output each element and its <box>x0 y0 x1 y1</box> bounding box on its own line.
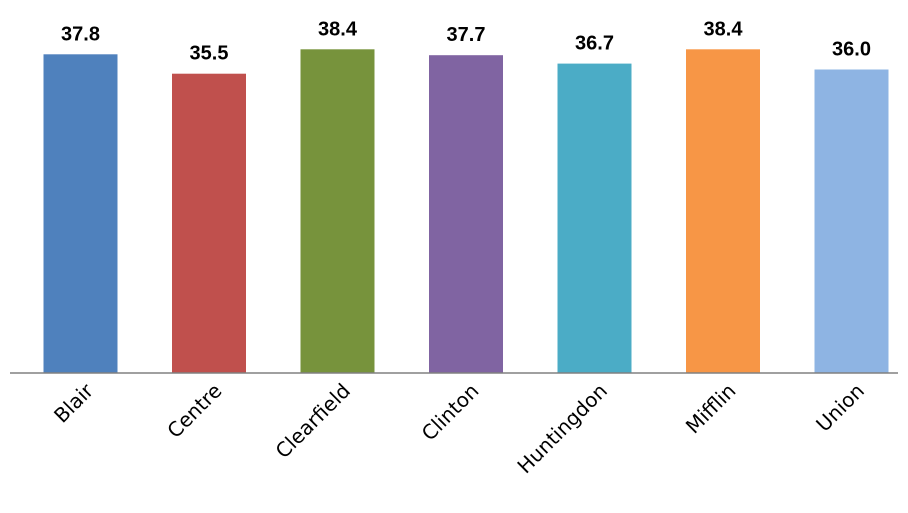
bar-mifflin <box>686 49 760 374</box>
category-label-centre: Centre <box>162 379 226 443</box>
value-label-blair: 37.8 <box>61 23 100 45</box>
value-label-clearfield: 38.4 <box>318 18 358 40</box>
category-label-clinton: Clinton <box>417 379 484 446</box>
bar-blair <box>43 54 118 374</box>
bars-group <box>43 49 889 374</box>
value-label-clinton: 37.7 <box>447 24 486 46</box>
bar-huntingdon <box>557 63 632 373</box>
bar-centre <box>172 73 246 373</box>
value-label-huntingdon: 36.7 <box>575 33 614 55</box>
value-label-union: 36.0 <box>832 39 871 61</box>
bar-clinton <box>429 55 503 373</box>
category-label-blair: Blair <box>49 378 99 428</box>
value-label-centre: 35.5 <box>190 43 229 65</box>
category-labels-group: Blair Centre Clearfield Clinton Huntingdon Mi… <box>49 378 869 478</box>
category-label-huntingdon: Huntingdon <box>512 379 612 479</box>
value-labels-group: 37.8 35.5 38.4 37.7 36.7 38.4 36.0 <box>61 18 871 64</box>
category-label-clearfield: Clearfield <box>271 379 355 463</box>
category-label-mifflin: Mifflin <box>681 379 741 439</box>
bar-clearfield <box>300 49 375 374</box>
category-label-union: Union <box>811 379 869 437</box>
value-label-mifflin: 38.4 <box>704 18 744 40</box>
bar-union <box>814 69 889 373</box>
